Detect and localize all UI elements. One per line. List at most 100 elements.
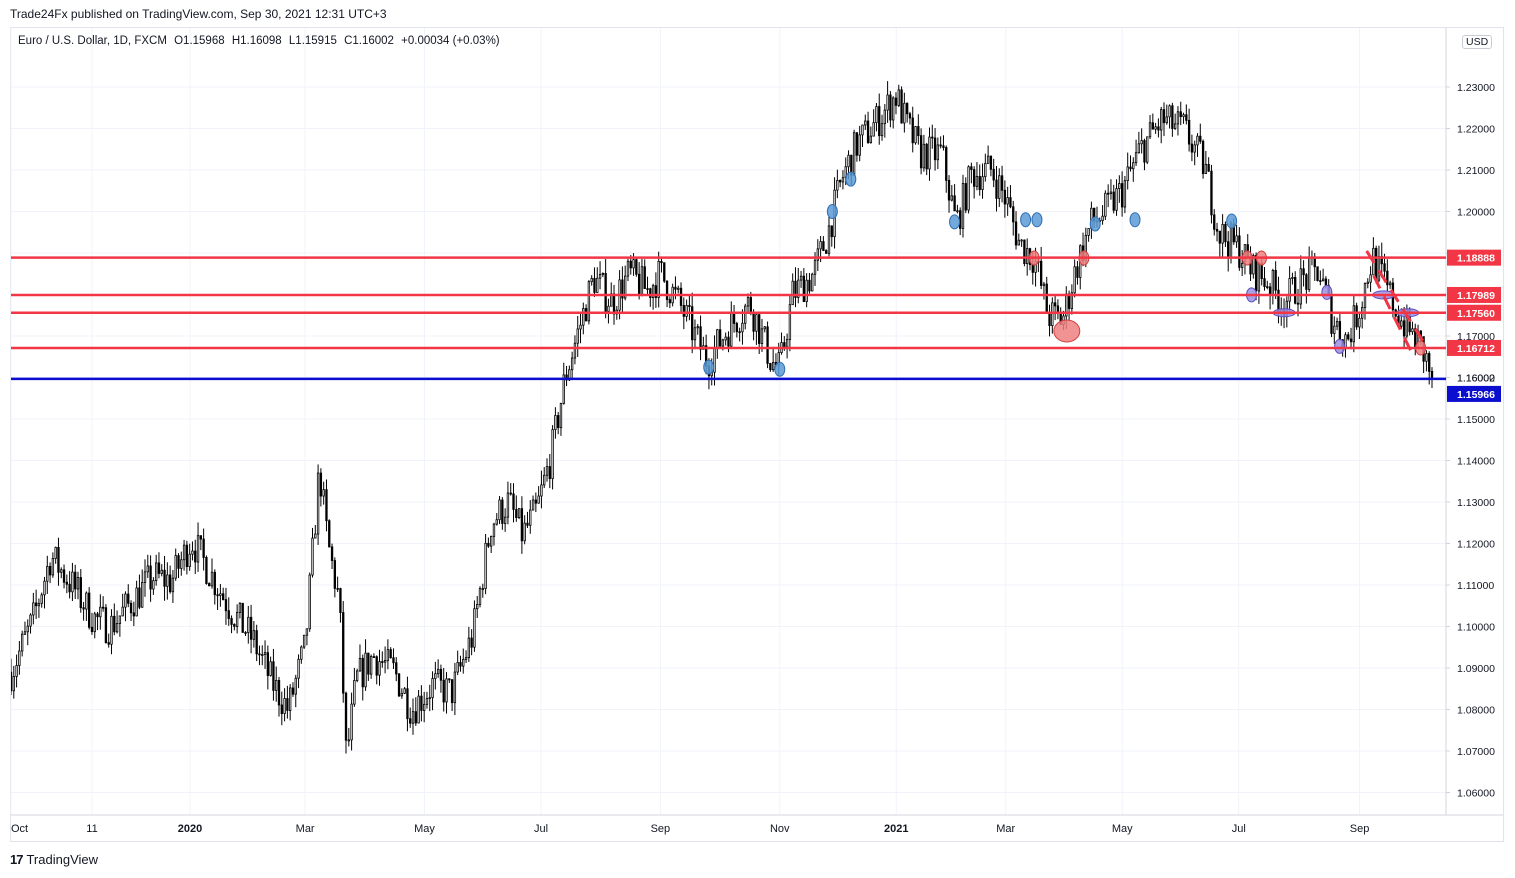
candle-body (506, 492, 510, 518)
candle-body (1006, 197, 1009, 205)
candle-body (660, 261, 663, 264)
candle-body (406, 688, 409, 720)
candle-body (358, 657, 362, 672)
candle-body (141, 582, 144, 608)
candle-body (716, 329, 719, 349)
candle-body (333, 560, 337, 589)
candle-body (481, 588, 484, 590)
candle-body (456, 662, 459, 673)
y-tick-label: 1.08000 (1457, 705, 1495, 717)
candle-body (1333, 325, 1336, 334)
candle-body (247, 616, 250, 633)
candle-body (852, 132, 856, 176)
candle-body (428, 697, 431, 700)
candle-body (894, 97, 898, 106)
candle-body (654, 285, 658, 298)
candle-body (233, 624, 236, 627)
candle-body (1411, 328, 1414, 333)
price-label-bg (1447, 304, 1501, 321)
candle-body (1143, 140, 1146, 163)
y-tick-label: 1.12000 (1457, 539, 1495, 551)
candle-body (1003, 189, 1007, 205)
candle-body (1402, 320, 1406, 337)
candle-body (1109, 191, 1113, 195)
candle-body (730, 312, 733, 347)
candle-body (367, 652, 370, 675)
candle-body (509, 492, 512, 495)
candle-body (350, 703, 353, 741)
y-tick-label: 1.16000 (1457, 373, 1495, 385)
candle-body (872, 122, 875, 137)
candle-body (395, 662, 398, 675)
legend-symbol: Euro / U.S. Dollar, 1D, FXCM (18, 35, 167, 47)
candle-body (758, 314, 761, 344)
candle-body (813, 259, 817, 275)
candle-body (291, 687, 295, 695)
candle-body (1053, 302, 1057, 307)
x-tick-label: 11 (86, 823, 97, 835)
candle-body (495, 519, 498, 525)
candle-body (665, 280, 669, 300)
candle-body (224, 599, 228, 612)
y-tick-label: 1.06000 (1457, 788, 1495, 800)
candle-body (1349, 338, 1353, 343)
candle-body (411, 711, 415, 724)
candle-body (1263, 278, 1266, 288)
candle-body (699, 326, 702, 350)
candle-body (548, 466, 551, 480)
candle-body (869, 135, 873, 143)
candle-body (113, 615, 116, 633)
candle-body (900, 89, 903, 124)
candle-body (897, 89, 900, 106)
candle-body (339, 588, 342, 613)
y-tick-label: 1.22000 (1457, 124, 1495, 136)
marker-blue (774, 361, 786, 377)
candle-body (562, 374, 565, 404)
candle-body (1112, 191, 1115, 211)
candle-body (425, 698, 429, 705)
candle-body (651, 285, 655, 299)
price-label: 1.15966 (1457, 389, 1495, 401)
candle-body (168, 574, 172, 593)
candle-body (261, 654, 264, 656)
candle-body (65, 581, 69, 585)
candle-body (1014, 221, 1018, 246)
candle-body (972, 169, 976, 187)
candle-body (294, 677, 297, 695)
candle-body (981, 176, 984, 190)
candle-body (668, 299, 672, 304)
price-label-bg (1447, 286, 1501, 303)
candle-body (1316, 266, 1319, 281)
candle-body (177, 555, 180, 569)
candle-body (741, 322, 744, 333)
candle-body (1132, 162, 1135, 170)
currency-button[interactable]: USD (1462, 35, 1493, 49)
candle-body (450, 679, 454, 704)
candle-body (1235, 235, 1238, 243)
candle-body (587, 281, 591, 322)
candle-body (104, 607, 108, 643)
candle-body (1213, 214, 1216, 230)
candle-body (858, 134, 861, 156)
last-price-label: 1.16002 (1457, 372, 1495, 384)
footer-branding[interactable]: 17 TradingView (10, 852, 98, 867)
candle-body (1042, 283, 1046, 286)
candle-body (1294, 277, 1297, 304)
legend-change: +0.00034 (+0.03%) (401, 35, 500, 47)
candle-body (110, 615, 113, 645)
candle-body (322, 489, 325, 497)
candle-body (369, 656, 373, 675)
candle-body (210, 571, 214, 587)
x-tick-label: Jul (1232, 823, 1246, 835)
candle-body (1171, 105, 1174, 129)
candle-body (975, 175, 979, 187)
y-tick-label: 1.14000 (1457, 456, 1495, 468)
candle-body (300, 646, 303, 660)
candle-body (1240, 263, 1244, 268)
candle-body (361, 657, 364, 688)
candle-body (1355, 305, 1358, 328)
candle-body (1224, 224, 1227, 243)
candle-body (517, 508, 521, 519)
candle-body (640, 266, 644, 295)
